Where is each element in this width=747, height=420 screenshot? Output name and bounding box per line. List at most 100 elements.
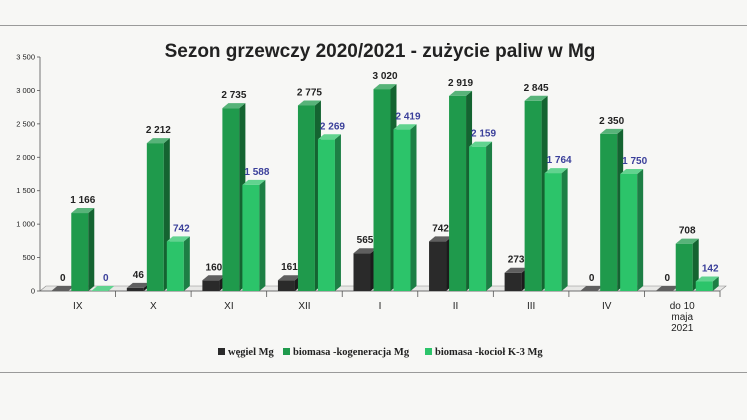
bar-front	[504, 272, 522, 291]
data-label: 565	[357, 235, 374, 246]
data-label: 2 845	[524, 83, 549, 94]
bottom-divider-line	[0, 372, 747, 373]
bar-front	[373, 89, 391, 291]
data-label: 2 212	[146, 125, 171, 136]
data-label: 0	[664, 273, 670, 284]
bar-top	[51, 286, 75, 291]
legend-entry: biomasa -kogeneracja Mg	[293, 347, 410, 358]
bar-top	[166, 236, 190, 242]
bar-top	[317, 134, 341, 140]
bar-front	[544, 173, 562, 291]
bar-front	[126, 287, 144, 291]
bar-top	[544, 168, 568, 174]
data-label: 2 350	[599, 116, 624, 127]
bar-front	[524, 100, 542, 291]
legend-entry: biomasa -kocioł K-3 Mg	[435, 347, 543, 358]
bar-side	[259, 179, 266, 291]
data-label: 2 419	[395, 111, 420, 122]
bar-top	[655, 286, 679, 291]
y-tick-label: 2 000	[16, 153, 35, 162]
bar-side	[712, 276, 719, 291]
data-label: 2 919	[448, 78, 473, 89]
bar-top	[242, 179, 266, 185]
bar-top	[620, 169, 644, 174]
bar-front	[242, 184, 260, 291]
bar-top	[580, 286, 604, 291]
bar-front	[71, 213, 89, 291]
y-tick-label: 0	[31, 287, 35, 296]
data-label: 160	[206, 262, 223, 273]
bar-top	[353, 248, 377, 254]
bar-side	[183, 236, 190, 291]
y-tick-label: 1 000	[16, 220, 35, 229]
legend-swatch	[218, 348, 225, 355]
data-label: 0	[103, 273, 109, 284]
data-label: 742	[173, 223, 190, 234]
bar-front	[202, 280, 220, 291]
bar-side	[88, 208, 95, 291]
bar-side	[410, 124, 417, 291]
x-category-label: do 10 maja 2021	[670, 301, 695, 334]
bar-side	[637, 169, 644, 291]
x-category-label: III	[527, 301, 535, 312]
data-label: 2 775	[297, 87, 322, 98]
data-label: 1 166	[70, 195, 95, 206]
data-label: 1 764	[547, 155, 572, 166]
bar-top	[429, 236, 453, 242]
bar-top	[297, 100, 321, 106]
x-category-label: XII	[298, 301, 310, 312]
bar-front	[277, 280, 295, 291]
bar-front	[297, 105, 315, 291]
legend-entry: węgiel Mg	[228, 347, 275, 358]
bars	[51, 84, 719, 292]
x-category-label: XI	[224, 301, 233, 312]
x-category-label: X	[150, 301, 157, 312]
bar-side	[486, 141, 493, 291]
x-category-label: II	[453, 301, 459, 312]
value-labels: 0 1 166 0 46 2 212 742 160 2 735 1 588 161 2 775 2 …	[60, 71, 719, 284]
data-label: 161	[281, 262, 298, 273]
bar-top	[277, 275, 301, 281]
bar-top	[373, 84, 397, 90]
bar-top	[524, 95, 548, 101]
bar-top	[222, 103, 246, 109]
legend: węgiel Mg biomasa -kogeneracja Mg biomasa …	[218, 347, 543, 358]
bar-front	[353, 253, 371, 291]
bar-top	[504, 267, 528, 273]
bar-top	[695, 276, 719, 282]
data-label: 46	[133, 270, 145, 281]
y-tick-label: 2 500	[16, 119, 35, 128]
bar-top	[202, 275, 226, 281]
data-label: 1 750	[622, 156, 647, 167]
bar-front	[675, 243, 693, 291]
bar-top	[469, 141, 493, 147]
bar-front	[429, 241, 447, 291]
bar-top	[71, 208, 95, 214]
data-label: 742	[432, 223, 449, 234]
data-label: 0	[589, 273, 595, 284]
bar-front	[600, 133, 618, 291]
x-category-label: IV	[602, 301, 612, 312]
data-label: 142	[702, 264, 719, 275]
data-label: 1 588	[244, 167, 269, 178]
bar-top	[126, 282, 150, 288]
data-label: 3 020	[372, 71, 397, 82]
bar-side	[334, 134, 341, 291]
chart-title: Sezon grzewczy 2020/2021 - zużycie paliw…	[165, 41, 596, 62]
bar-front	[449, 95, 467, 292]
top-divider-line	[0, 25, 747, 26]
bar-front	[222, 108, 240, 291]
y-tick-label: 3 000	[16, 86, 35, 95]
bar-front	[695, 281, 713, 291]
data-label: 2 735	[221, 90, 246, 101]
bar-top	[449, 90, 473, 96]
bar-front	[620, 174, 638, 291]
bar-side	[692, 238, 699, 291]
bar-front	[146, 143, 164, 291]
x-category-label: I	[379, 301, 382, 312]
bar-front	[166, 241, 184, 291]
bar-front	[469, 146, 487, 291]
legend-swatch	[425, 348, 432, 355]
